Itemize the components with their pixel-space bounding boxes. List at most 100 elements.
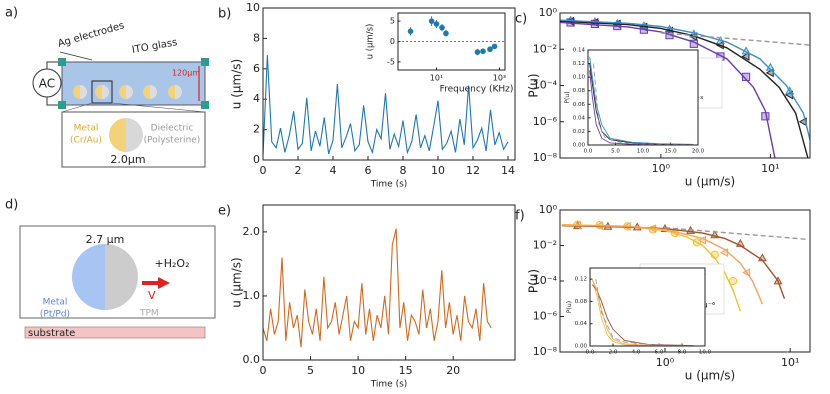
metal-half [109,118,126,152]
inset-chart: 0.0 5.0 10.0 15.0 20.0 0.00 0.02 0.04 0.06 0.08 0.… [564,48,705,155]
line [263,228,492,348]
x-tick-label: 12 [466,164,480,177]
y-tick-label: 10⁻⁸ [533,151,558,164]
x-tick-label: 4 [330,164,337,177]
metal-half [72,244,105,310]
electrode [201,101,209,109]
x-tick-label: 5.0 [611,148,620,154]
electrode [58,58,66,66]
zoom-lines [61,102,206,113]
pointer [59,51,93,61]
velocity-arrowhead [158,277,170,289]
line [595,279,694,346]
axes-frame [262,204,516,361]
y-tick-label: 0.14 [573,48,586,54]
y-tick-label: 0.04 [573,115,586,121]
y-tick-label: 10⁰ [539,6,558,19]
y-axis-label: P(u) [566,301,573,313]
point [428,18,435,24]
x-tick-label: 15 [399,364,413,377]
x-axis-label: Frequency (KHz) [440,85,514,95]
substrate-label: substrate [28,328,75,339]
x-tick-label: 10.0 [637,148,650,154]
x-tick-label: 0.0 [586,349,595,355]
inset-chart: 0.0 2.0 4.0 6.0 8.0 10.0 0.00 0.04 0.08 0.12 P(u) [566,267,712,355]
panel-label: b) [218,7,231,22]
dielectric-half [126,118,143,152]
point [433,21,440,27]
x-tick-label: 4.0 [632,349,641,355]
x-axis-label: Time (s) [370,380,408,390]
point [491,43,498,50]
y-tick-label: 0.08 [575,299,588,305]
axes-frame [262,7,516,161]
y-tick-label: 10⁻² [533,239,557,252]
plot-area [398,16,505,56]
y-tick-label: 0.00 [575,344,588,350]
y-axis-label: P(u) [527,269,541,293]
x-tick-label: 10.0 [699,349,712,355]
gap-label: 120μm [172,69,200,78]
y-axis-label: u (μm/s) [230,59,244,109]
x-tick-label: 2 [295,164,302,177]
line [263,55,509,156]
axes-frame [559,209,811,353]
y-tick-label: 0.04 [575,321,588,327]
line [560,20,809,158]
y-tick-label: 0.02 [573,129,585,135]
y-tick-label: 0.08 [573,88,586,94]
y-tick-label: 5 [390,17,395,26]
x-tick-label: 10⁰ [656,356,675,369]
axes-frame [589,267,706,347]
y-tick-label: 10⁻⁸ [533,345,558,358]
y-tick-label: 0.00 [573,143,586,149]
y-tick-label: 10⁻² [533,42,557,55]
x-tick-label: 20.0 [692,148,705,154]
x-axis-label: u (μm/s) [685,175,735,189]
inset-background [588,50,698,145]
y-tick-label: 2.0 [243,225,261,238]
point [728,276,738,286]
diagram-d: d) 2.7 μm +H₂O₂ V Metal (Pt/Pd) TPM subs… [5,198,216,339]
metal-material: (Pt/Pd) [40,310,70,320]
y-tick-label: 10⁻⁴ [533,79,558,92]
y-tick-label: 8 [253,31,260,44]
panel-label: a) [5,6,18,21]
electrode [201,58,209,66]
wire [46,61,58,106]
y-tick-label: 10⁰ [539,203,558,216]
inset-chart: 10¹ 10³ -5 0 5 Frequency (KHz) u (μm/s) [366,12,514,95]
x-tick-label: 10¹ [430,74,443,83]
dielectric-label: Dielectric [151,124,194,134]
x-tick-label: 14 [501,164,515,177]
body-label: TPM [139,309,159,319]
point [487,46,493,53]
x-tick-label: 0.0 [584,148,593,154]
y-tick-label: 0.12 [573,61,585,67]
point [741,72,751,81]
plot-area [560,15,810,158]
y-tick-label: 0.0 [243,353,261,366]
x-tick-label: 10¹ [781,356,799,369]
metal-label: Metal [43,298,68,308]
y-tick-label: 10⁻⁶ [533,115,558,128]
electrode [58,101,66,109]
plot-area [561,220,809,312]
x-tick-label: 8.0 [678,349,687,355]
y-tick-label: 2 [253,123,260,136]
panel-label: f) [515,209,525,224]
line [660,32,810,46]
x-tick-label: 0 [260,164,267,177]
x-axis-label: u (μm/s) [685,369,735,383]
source-label: AC [39,77,55,91]
line [560,21,776,158]
point [480,48,486,55]
y-tick-label: 0.10 [573,75,586,81]
point [443,30,449,37]
x-tick-label: 8 [400,164,407,177]
x-tick-label: 0 [260,364,267,377]
x-tick-label: 10 [431,164,445,177]
source [32,68,62,98]
